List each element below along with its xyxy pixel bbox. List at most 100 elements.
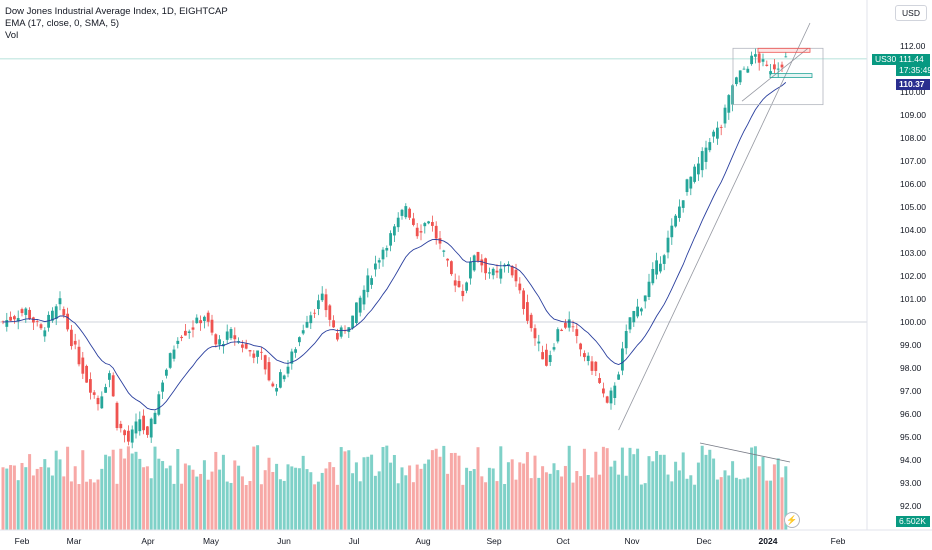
candle [149,418,153,438]
candle [640,308,643,312]
candle [613,385,617,398]
candle [499,268,503,279]
last-price-tag: 111.44 [896,54,930,65]
volume-bar [381,447,385,530]
price-tick-label: 99.00 [900,340,922,350]
candle [461,290,465,297]
candle [750,55,753,65]
candle [484,258,487,274]
volume-bar [100,468,104,530]
volume-bar [328,462,332,530]
volume-bar [776,458,780,530]
candle [176,340,180,344]
volume-bar [164,468,168,530]
currency-button[interactable]: USD [895,5,927,21]
candle [662,255,666,264]
candle [598,378,601,383]
volume-bar [85,481,89,530]
candle [127,430,130,442]
candle [708,142,712,151]
candle [339,327,343,337]
time-tick-label: Feb [14,536,30,546]
volume-bar [221,454,225,530]
lightning-icon[interactable]: ⚡ [784,512,800,528]
candle [32,317,35,323]
candle [389,233,392,246]
candle [70,329,73,347]
volume-bar [138,458,142,530]
volume-bar [389,462,393,530]
candle [336,333,339,340]
volume-bar [609,466,613,530]
legend-title: Dow Jones Industrial Average Index, 1D, … [5,6,228,17]
candle [704,147,708,162]
volume-bar [130,453,134,530]
volume-bar [617,474,621,530]
volume-bar [210,471,214,530]
volume-bar [712,458,716,530]
candle [28,309,31,319]
candle [313,312,316,314]
candle [754,54,757,57]
candle [218,339,221,345]
candle [586,355,590,362]
candle [24,308,28,315]
candle [776,68,780,70]
candle [225,331,229,340]
candle [366,275,370,293]
volume-bar [149,478,153,530]
candle [358,297,362,313]
volume-bar [373,475,377,530]
candle [263,355,267,370]
candle [279,372,282,388]
candle [5,320,9,327]
resistance-box [757,47,811,53]
volume-bar [746,477,750,530]
volume-bar [506,462,510,530]
volume-bar [742,478,746,530]
volume-bar [514,479,518,530]
volume-bar [199,473,203,530]
volume-bar [275,463,279,530]
candle [298,337,301,343]
volume-bar [655,451,659,530]
volume-bar [366,456,370,530]
candle [571,326,575,328]
candle [385,247,389,251]
volume-bar [69,481,73,530]
candle [583,353,586,358]
candle [351,315,354,329]
candle [153,412,157,425]
volume-bar [404,475,408,530]
volume-bar [457,455,461,530]
candle [290,351,294,364]
volume-bar [784,466,788,530]
volume-bar [66,446,70,530]
candle [624,331,628,349]
candle [157,394,161,415]
candle [62,309,66,316]
volume-bar [560,476,564,530]
volume-bar [708,449,712,530]
candle [731,85,734,105]
volume-bar [715,479,719,530]
channel-line [741,47,809,102]
candle [184,330,187,336]
candle [780,64,784,68]
volume-bar [750,447,754,530]
volume-bar [1,467,5,530]
volume-bar [206,479,210,530]
volume-bar [119,448,123,530]
candle [9,316,12,321]
candle [51,310,54,321]
volume-bar [544,472,548,530]
candle [241,344,244,348]
volume-bar [351,473,355,530]
candle [165,369,168,376]
price-tick-label: 102.00 [900,271,926,281]
candle [567,319,571,328]
support-box [769,73,813,78]
candle [412,218,415,225]
candle [769,71,772,75]
